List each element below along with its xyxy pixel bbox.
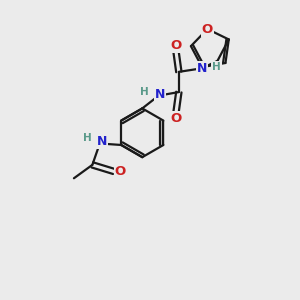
Text: O: O <box>170 112 182 125</box>
Text: H: H <box>212 62 221 72</box>
Text: O: O <box>115 165 126 178</box>
Text: O: O <box>170 39 182 52</box>
Text: H: H <box>140 87 149 97</box>
Text: N: N <box>155 88 165 100</box>
Text: N: N <box>97 136 107 148</box>
Text: H: H <box>83 133 92 143</box>
Text: O: O <box>202 22 213 35</box>
Text: N: N <box>197 62 207 75</box>
